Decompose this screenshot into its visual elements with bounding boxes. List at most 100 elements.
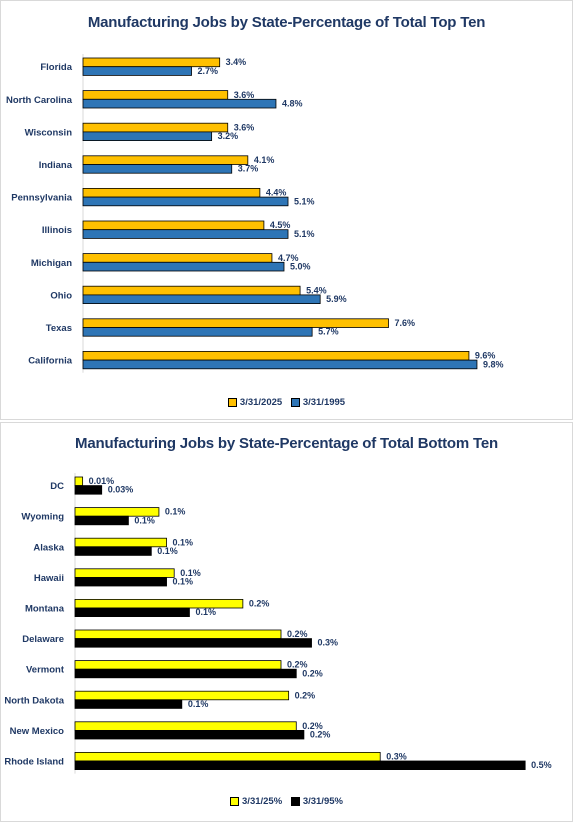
category-label: Vermont [26,665,65,676]
legend-label: 3/31/1995 [302,397,346,408]
bar [82,253,273,263]
data-label: 0.2% [249,599,270,609]
bar [82,318,389,328]
category-label: Rhode Island [4,757,64,768]
category-label: Montana [25,604,65,615]
chart-title: Manufacturing Jobs by State-Percentage o… [75,435,498,452]
data-label: 0.2% [287,660,308,670]
data-label: 0.2% [295,690,316,700]
top-ten-chart: Manufacturing Jobs by State-Percentage o… [0,0,573,420]
data-label: 0.1% [180,568,201,578]
data-label: 9.8% [483,359,504,369]
bar [74,751,381,762]
data-label: 9.6% [475,351,496,361]
bar [82,285,301,296]
bar [74,638,312,648]
bar [82,98,277,109]
category-label: Texas [46,323,72,334]
bottom-ten-plot: DC 0.01%0.03%Wyoming 0.1%0.1%Alaska 0.1%0.1… [4,473,552,774]
category-label: North Dakota [4,695,64,706]
legend-item-1995: 3/31/1995 [290,397,346,408]
category-label: North Carolina [6,95,73,106]
data-label: 0.1% [195,607,216,617]
data-label: 3.2% [218,131,239,141]
data-label: 5.1% [294,196,315,206]
top-ten-plot: Florida 3.4% 2.7% North Carolina 3.6% 4.8% Wis… [6,54,504,373]
data-label: 0.1% [188,699,209,709]
data-label: 0.3% [318,638,339,648]
data-label: 3.6% [234,122,255,132]
bottom-ten-chart: Manufacturing Jobs by State-Percentage o… [0,422,573,822]
legend-item-2025: 3/31/2025 [227,397,283,408]
legend: 3/31/2025 3/31/1995 [1,397,572,410]
data-label: 4.4% [266,188,287,198]
legend-item-25: 3/31/25% [230,796,282,807]
data-label: 0.2% [302,721,323,731]
legend-item-95: 3/31/95% [290,796,343,807]
bar [82,327,313,337]
category-label: Florida [40,62,72,73]
bar [74,537,167,548]
bar [82,220,265,231]
legend: 3/31/25% 3/31/95% [1,796,572,809]
data-label: 4.8% [282,99,303,109]
bar [74,576,167,587]
legend-swatch [290,797,300,806]
legend-label: 3/31/2025 [239,397,283,408]
bar [82,294,321,304]
category-label: New Mexico [10,726,65,737]
data-label: 5.1% [294,229,315,239]
data-label: 3.4% [226,57,247,67]
data-label: 5.9% [326,294,347,304]
chart-title: Manufacturing Jobs by State-Percentage o… [87,14,486,31]
data-label: 0.1% [173,577,194,587]
data-label: 0.1% [173,537,194,547]
legend-swatch [230,797,240,806]
category-label: Pennsylvania [11,193,72,204]
bar [74,690,290,701]
data-label: 0.01% [89,476,115,486]
bar [74,721,297,731]
category-label: Hawaii [34,573,64,584]
data-label: 7.6% [395,318,416,328]
data-label: 0.1% [134,515,155,525]
bar [74,515,129,526]
bar [82,359,478,370]
bar [74,546,152,556]
legend-label: 3/31/25% [242,796,283,807]
data-label: 4.1% [254,155,275,165]
bar [74,607,190,618]
category-label: Alaska [33,542,64,553]
category-label: Ohio [50,290,72,301]
category-label: Indiana [39,160,73,171]
data-label: 0.1% [157,546,178,556]
category-label: California [28,356,73,367]
category-label: DC [50,481,64,492]
bar [74,760,526,771]
data-label: 4.5% [270,220,291,230]
bar [82,350,470,361]
bar [74,660,282,670]
data-label: 0.3% [386,752,407,762]
category-label: Illinois [42,225,72,236]
data-label: 3.6% [234,90,255,100]
data-label: 5.0% [290,262,311,272]
data-label: 0.1% [165,507,186,517]
data-label: 3.7% [238,164,259,174]
bar [74,485,103,495]
bar [82,131,213,141]
data-label: 0.03% [108,485,134,495]
bar [82,196,289,207]
bar [74,476,84,487]
bar [82,66,192,76]
bar [74,629,282,640]
bar [74,729,305,740]
bar [74,668,297,679]
bar [82,229,289,239]
bar [82,155,249,165]
bar [74,568,175,578]
category-label: Delaware [22,634,64,645]
legend-swatch [290,398,300,407]
category-label: Wyoming [21,512,64,523]
bar [82,90,229,100]
